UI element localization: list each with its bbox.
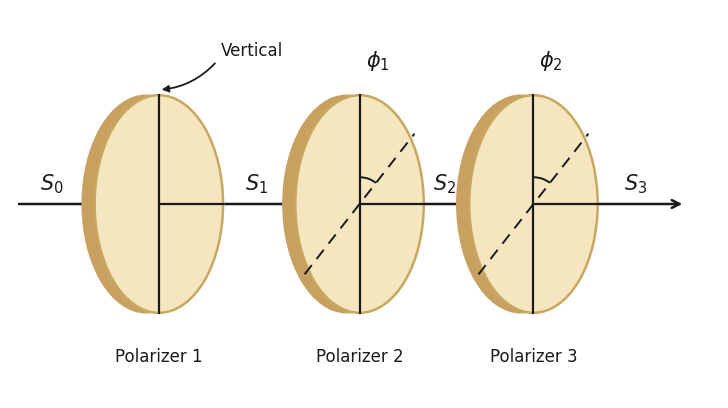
Text: $S_3$: $S_3$ [625,173,648,196]
Text: Polarizer 2: Polarizer 2 [316,348,403,366]
Text: Vertical: Vertical [221,42,283,60]
Ellipse shape [95,95,223,313]
Text: $\phi_2$: $\phi_2$ [539,49,563,73]
Ellipse shape [283,95,411,313]
Text: $\phi_1$: $\phi_1$ [365,49,389,73]
Ellipse shape [82,95,210,313]
Ellipse shape [470,95,598,313]
Ellipse shape [456,95,585,313]
Text: $S_1$: $S_1$ [245,173,269,196]
Text: Polarizer 3: Polarizer 3 [490,348,577,366]
Text: Polarizer 1: Polarizer 1 [115,348,202,366]
Ellipse shape [296,95,424,313]
Text: $S_0$: $S_0$ [40,173,63,196]
Text: $S_2$: $S_2$ [432,173,456,196]
